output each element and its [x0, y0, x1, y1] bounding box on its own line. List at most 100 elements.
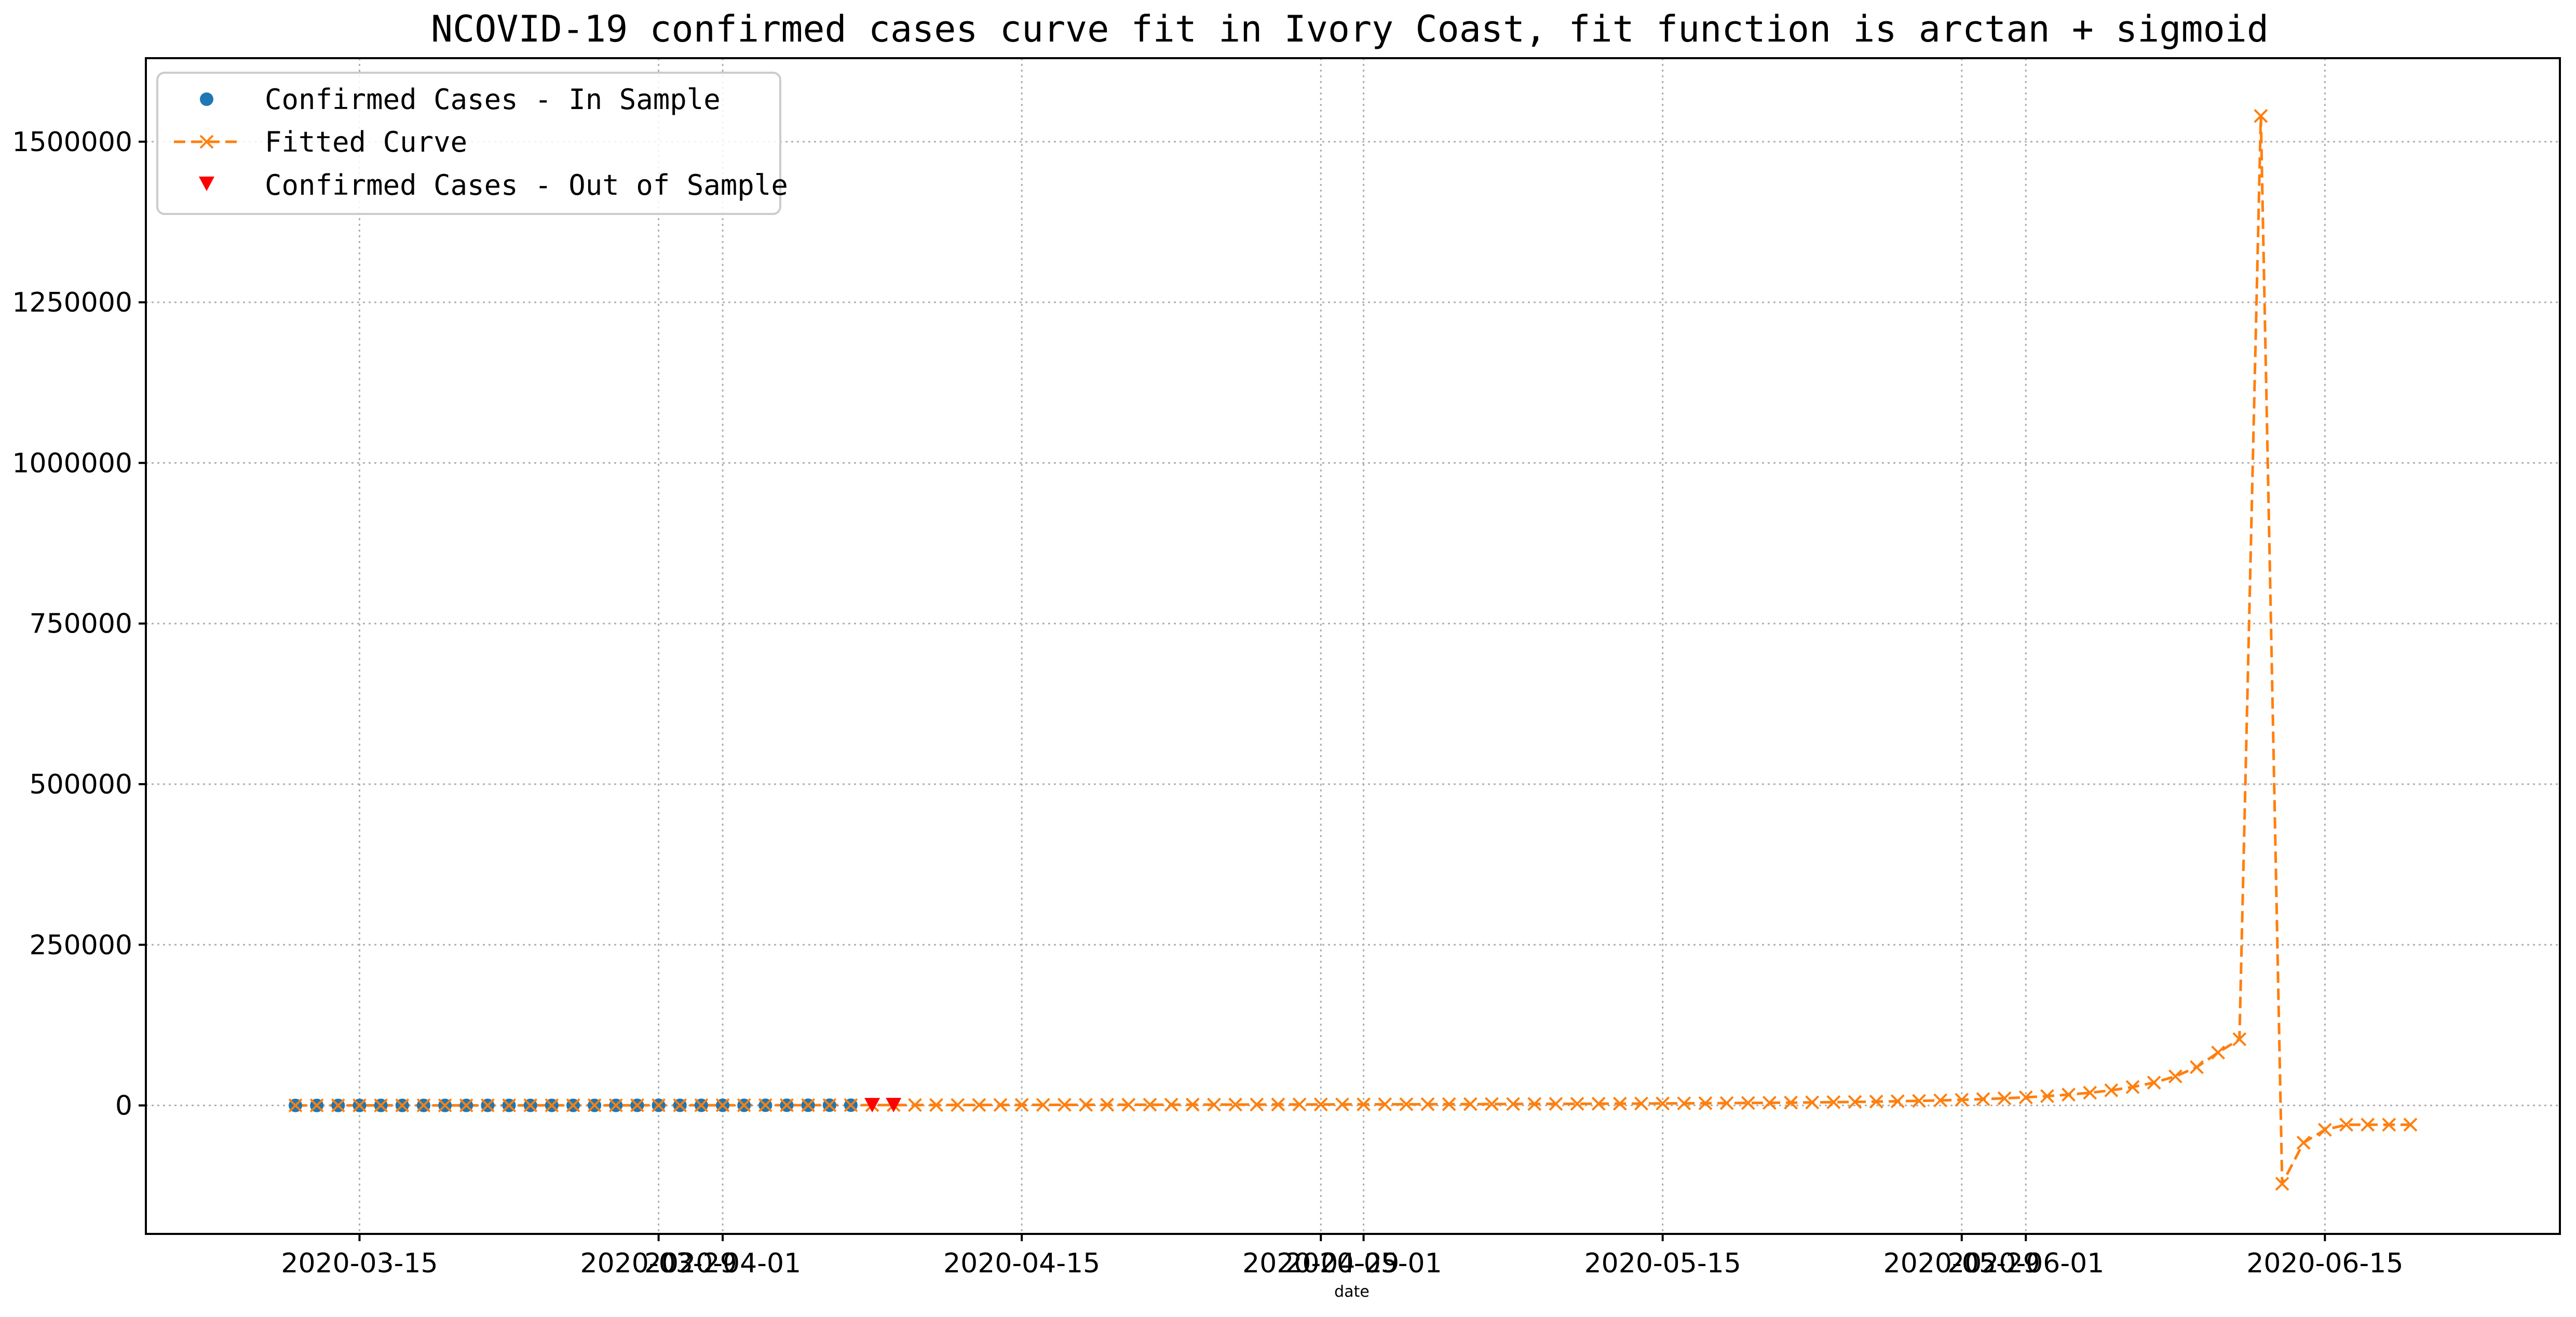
fitted-point	[395, 1098, 410, 1112]
fitted-point	[2232, 1032, 2247, 1046]
fitted-point	[2190, 1060, 2204, 1074]
fitted-point	[608, 1098, 623, 1112]
fitted-point	[652, 1098, 666, 1112]
out-of-sample-point	[864, 1098, 880, 1113]
fitted-point	[416, 1098, 431, 1112]
x-tick-label: 2020-04-29	[1242, 1248, 1399, 1279]
fitted-point	[1612, 1096, 1627, 1111]
fitted-point	[1890, 1094, 1905, 1108]
fitted-point	[2168, 1069, 2182, 1084]
legend-marker-in-sample	[200, 92, 213, 106]
fitted-point	[1100, 1097, 1115, 1112]
fitted-point	[2147, 1076, 2161, 1090]
fitted-point	[1549, 1097, 1563, 1111]
fitted-point	[1869, 1094, 1883, 1109]
fitted-point	[1698, 1096, 1713, 1110]
fitted-point	[1656, 1096, 1670, 1111]
legend-marker-fitted	[199, 135, 214, 149]
fitted-point	[1357, 1097, 1371, 1111]
fitted-point	[929, 1098, 943, 1112]
legend-box	[156, 72, 781, 215]
y-tick-label: 0	[115, 1091, 132, 1122]
fitted-point	[2296, 1135, 2311, 1150]
fitted-point	[1057, 1098, 1072, 1112]
fitted-point	[438, 1098, 452, 1112]
fitted-point	[822, 1098, 837, 1112]
x-tick-label: 2020-04-15	[943, 1248, 1100, 1279]
fitted-point	[1762, 1096, 1777, 1110]
fitted-point	[715, 1098, 730, 1112]
fitted-point	[1121, 1097, 1136, 1112]
legend-label-fitted: Fitted Curve	[265, 126, 467, 158]
fitted-point	[1591, 1096, 1606, 1111]
fitted-point	[758, 1098, 772, 1112]
y-tick-label: 1500000	[12, 127, 132, 158]
fitted-point	[1185, 1097, 1200, 1112]
fitted-point	[972, 1098, 986, 1112]
y-tick-label: 750000	[29, 609, 132, 640]
fitted-point	[288, 1098, 303, 1112]
fitted-point	[2339, 1118, 2353, 1132]
fitted-point	[480, 1098, 495, 1112]
fitted-point	[2317, 1123, 2332, 1137]
fitted-point	[1378, 1097, 1392, 1111]
fitted-point	[1976, 1092, 1990, 1106]
plot-area	[288, 109, 2418, 1191]
fitted-point	[1826, 1095, 1841, 1109]
fitted-point	[352, 1098, 367, 1112]
fitted-point	[459, 1098, 473, 1112]
y-tick-label: 500000	[29, 769, 132, 800]
y-tick-label: 1250000	[12, 287, 132, 318]
legend-label-out-of-sample: Confirmed Cases - Out of Sample	[265, 169, 788, 201]
fitted-point	[1164, 1097, 1178, 1112]
grid-lines	[146, 58, 2560, 1234]
fitted-point	[694, 1098, 709, 1112]
x-tick-label: 2020-05-15	[1584, 1248, 1741, 1279]
fitted-point	[1677, 1096, 1691, 1111]
fitted-point	[374, 1098, 388, 1112]
fitted-point	[2083, 1085, 2097, 1100]
fitted-point	[1335, 1097, 1349, 1112]
fitted-point	[331, 1098, 345, 1112]
fitted-point	[1784, 1095, 1798, 1110]
x-tick-label: 2020-06-15	[2246, 1248, 2403, 1279]
x-axis-label: date	[1334, 1283, 1370, 1301]
fitted-point	[737, 1098, 751, 1112]
fitted-point	[801, 1098, 816, 1112]
fitted-point	[2104, 1083, 2119, 1097]
fitted-point	[2211, 1045, 2226, 1060]
fitted-point	[1527, 1097, 1542, 1111]
fitted-point	[1228, 1097, 1243, 1112]
chart-title: NCOVID-19 confirmed cases curve fit in I…	[431, 8, 2269, 50]
x-tick-label: 2020-03-15	[281, 1248, 438, 1279]
x-tick-label: 2020-05-01	[1285, 1248, 1442, 1279]
fitted-point	[2275, 1177, 2289, 1191]
y-tick-label: 250000	[29, 930, 132, 961]
fitted-point	[587, 1098, 602, 1112]
fitted-point	[1014, 1098, 1029, 1112]
fitted-point	[844, 1098, 858, 1112]
y-tick-label: 1000000	[12, 448, 132, 479]
fitted-point	[1570, 1097, 1584, 1111]
fitted-point	[2361, 1118, 2375, 1132]
fitted-point	[1997, 1091, 2012, 1106]
fitted-point	[2382, 1118, 2396, 1132]
fitted-point	[502, 1098, 516, 1112]
fitted-point	[309, 1098, 324, 1112]
fitted-point	[1271, 1097, 1285, 1112]
fitted-point	[780, 1098, 794, 1112]
fitted-point	[1463, 1097, 1477, 1111]
fitted-point	[1912, 1094, 1926, 1108]
fitted-point	[1848, 1095, 1862, 1109]
fitted-point	[673, 1098, 687, 1112]
fitted-point	[1420, 1097, 1435, 1111]
out-of-sample-point	[886, 1098, 902, 1113]
fitted-point	[1741, 1096, 1755, 1110]
fitted-point	[993, 1098, 1008, 1112]
fitted-point	[2040, 1089, 2054, 1104]
fitted-point	[1036, 1098, 1050, 1112]
fitted-point	[2125, 1080, 2140, 1094]
